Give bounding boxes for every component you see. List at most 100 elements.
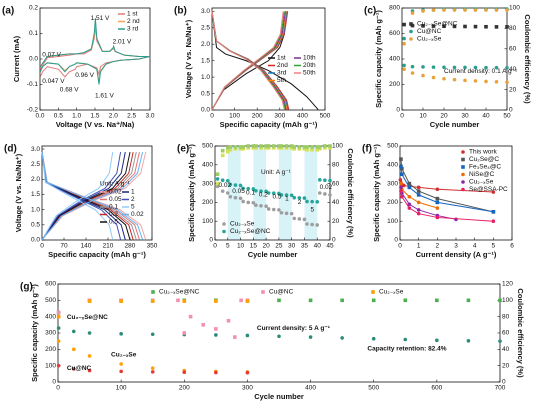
marker xyxy=(238,183,243,188)
marker xyxy=(56,363,61,368)
marker xyxy=(214,370,218,375)
marker xyxy=(431,75,436,80)
marker xyxy=(150,299,155,303)
marker xyxy=(56,326,61,330)
marker xyxy=(233,147,238,151)
x-tick-label: 600 xyxy=(431,385,442,392)
marker xyxy=(323,178,327,183)
marker xyxy=(233,335,237,339)
legend-label: 5 xyxy=(131,204,135,211)
legend-label: 0.2 xyxy=(109,211,118,218)
marker xyxy=(87,331,92,335)
legend-label: Fe₃Se₄@C xyxy=(469,164,501,171)
band xyxy=(227,146,241,240)
marker xyxy=(498,298,502,303)
marker xyxy=(484,8,488,12)
marker xyxy=(214,327,218,331)
y-tick-label: 500 xyxy=(45,297,56,304)
marker xyxy=(238,147,243,151)
x-tick-label: 1.0 xyxy=(72,113,81,120)
y-tick-label: 2.5 xyxy=(31,161,40,168)
marker xyxy=(452,8,457,12)
x-tick-label: 6 xyxy=(510,243,514,250)
y-tick-label: 3.0 xyxy=(201,8,210,15)
marker xyxy=(416,185,421,190)
y2-tick-label: 100 xyxy=(502,297,513,304)
x-tick-label: 5 xyxy=(492,243,496,250)
legend-label: Se@SSA-PC xyxy=(469,186,508,193)
y-axis-label: Voltage (V vs. Na/Na⁺) xyxy=(184,19,193,98)
annotation: Current density: 0.1 A g⁻¹ xyxy=(444,68,518,75)
y-tick-label: 300 xyxy=(202,180,213,187)
marker xyxy=(289,144,294,148)
marker xyxy=(222,229,226,234)
marker xyxy=(119,332,123,336)
marker xyxy=(505,80,509,85)
marker xyxy=(241,145,245,149)
x-tick-label: 40 xyxy=(314,243,322,250)
marker xyxy=(228,182,233,187)
marker xyxy=(400,166,404,171)
x-tick-label: 200 xyxy=(179,385,190,392)
marker xyxy=(292,195,297,200)
legend-label: 2 xyxy=(131,196,135,203)
marker xyxy=(409,29,413,34)
marker xyxy=(182,331,187,335)
marker xyxy=(315,223,320,227)
marker xyxy=(228,194,233,199)
marker xyxy=(215,181,220,186)
curve xyxy=(41,151,126,240)
marker xyxy=(264,189,268,194)
y2-tick-label: 80 xyxy=(332,162,340,169)
x-tick-label: 0.0 xyxy=(35,113,44,120)
marker xyxy=(305,199,309,204)
x-tick-label: 1.5 xyxy=(90,113,99,120)
legend-label: Cu₂₋ₓSe@NC xyxy=(230,228,271,235)
marker xyxy=(323,192,327,196)
marker xyxy=(403,298,408,303)
y-tick-label: 1.5 xyxy=(201,57,210,64)
y-axis-label: Specific capacity (mAh g⁻¹) xyxy=(372,144,381,242)
x-tick-label: 100 xyxy=(229,113,240,120)
marker xyxy=(461,172,465,177)
legend-label: 0.02 xyxy=(109,189,122,196)
marker xyxy=(182,299,187,303)
x-axis-label: Specific capacity (mAh g⁻¹) xyxy=(220,120,318,129)
marker xyxy=(491,219,496,223)
marker xyxy=(119,369,123,374)
y-tick-label: 0.0 xyxy=(29,56,38,63)
marker xyxy=(400,194,404,199)
marker xyxy=(254,203,258,208)
marker xyxy=(233,183,238,187)
marker xyxy=(461,165,465,169)
y-axis-label: Voltage (V vs. Na/Na⁺) xyxy=(14,153,23,232)
marker xyxy=(87,354,92,358)
marker xyxy=(435,215,440,220)
marker xyxy=(371,290,375,294)
marker xyxy=(71,367,76,371)
marker xyxy=(473,8,478,12)
marker xyxy=(266,144,271,148)
curve xyxy=(41,152,114,240)
x-tick-label: 50 xyxy=(503,113,511,120)
y2-tick-label: 0 xyxy=(502,379,506,386)
marker xyxy=(302,147,307,151)
marker xyxy=(416,200,421,205)
marker xyxy=(266,146,271,150)
x-tick-label: 10 xyxy=(419,113,427,120)
x-tick-label: 40 xyxy=(482,113,490,120)
marker xyxy=(416,193,421,197)
marker xyxy=(431,8,436,12)
marker xyxy=(214,299,218,303)
band xyxy=(253,146,267,240)
plot-frame xyxy=(211,7,326,111)
marker xyxy=(277,298,281,303)
marker xyxy=(463,8,467,12)
marker xyxy=(228,145,233,149)
legend-label: Cu₂₋ₓSe@NC xyxy=(417,21,458,28)
x-tick-label: 20 xyxy=(262,243,270,250)
marker xyxy=(399,164,403,169)
y-tick-label: 1.5 xyxy=(31,191,40,198)
y-tick-label: 600 xyxy=(45,281,56,288)
